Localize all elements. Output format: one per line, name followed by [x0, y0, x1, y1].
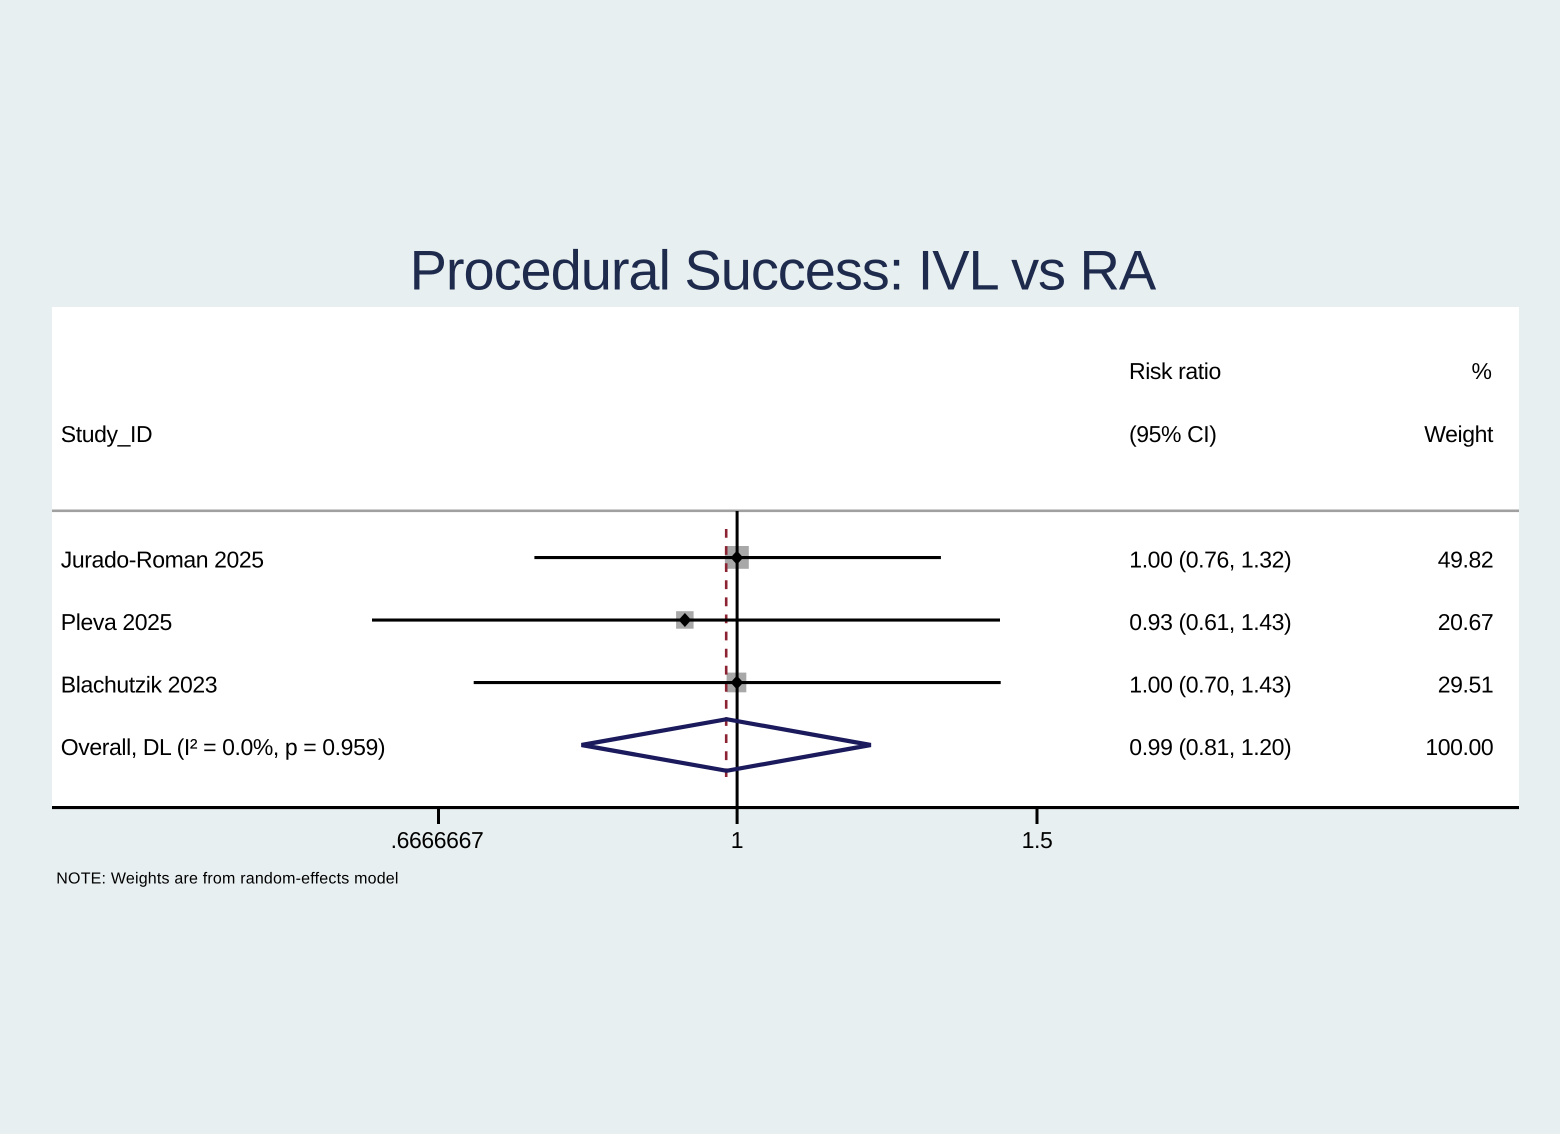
svg-text:0.99 (0.81, 1.20): 0.99 (0.81, 1.20) — [1129, 734, 1291, 760]
svg-text:Jurado-Roman 2025: Jurado-Roman 2025 — [61, 547, 264, 573]
svg-text:100.00: 100.00 — [1425, 734, 1493, 760]
svg-text:%: % — [1471, 358, 1491, 384]
svg-text:1: 1 — [731, 827, 743, 853]
svg-text:49.82: 49.82 — [1438, 547, 1494, 573]
svg-text:Procedural Success: IVL vs RA: Procedural Success: IVL vs RA — [410, 239, 1157, 302]
svg-text:1.00 (0.76, 1.32): 1.00 (0.76, 1.32) — [1129, 547, 1291, 573]
svg-text:1.5: 1.5 — [1022, 827, 1053, 853]
svg-text:Pleva 2025: Pleva 2025 — [61, 609, 172, 635]
svg-text:NOTE: Weights are from random-: NOTE: Weights are from random-effects mo… — [56, 871, 398, 888]
svg-text:20.67: 20.67 — [1438, 609, 1494, 635]
svg-text:Risk ratio: Risk ratio — [1129, 358, 1221, 384]
svg-text:Overall, DL (I² = 0.0%, p = 0.: Overall, DL (I² = 0.0%, p = 0.959) — [61, 734, 385, 760]
svg-text:0.93 (0.61, 1.43): 0.93 (0.61, 1.43) — [1129, 609, 1291, 635]
svg-text:Weight: Weight — [1424, 421, 1494, 447]
svg-text:1.00 (0.70, 1.43): 1.00 (0.70, 1.43) — [1129, 672, 1291, 698]
svg-text:Study_ID: Study_ID — [61, 421, 152, 447]
svg-text:29.51: 29.51 — [1438, 672, 1494, 698]
svg-text:Blachutzik 2023: Blachutzik 2023 — [61, 672, 217, 698]
svg-text:(95% CI): (95% CI) — [1129, 421, 1217, 447]
svg-text:.6666667: .6666667 — [391, 827, 484, 853]
